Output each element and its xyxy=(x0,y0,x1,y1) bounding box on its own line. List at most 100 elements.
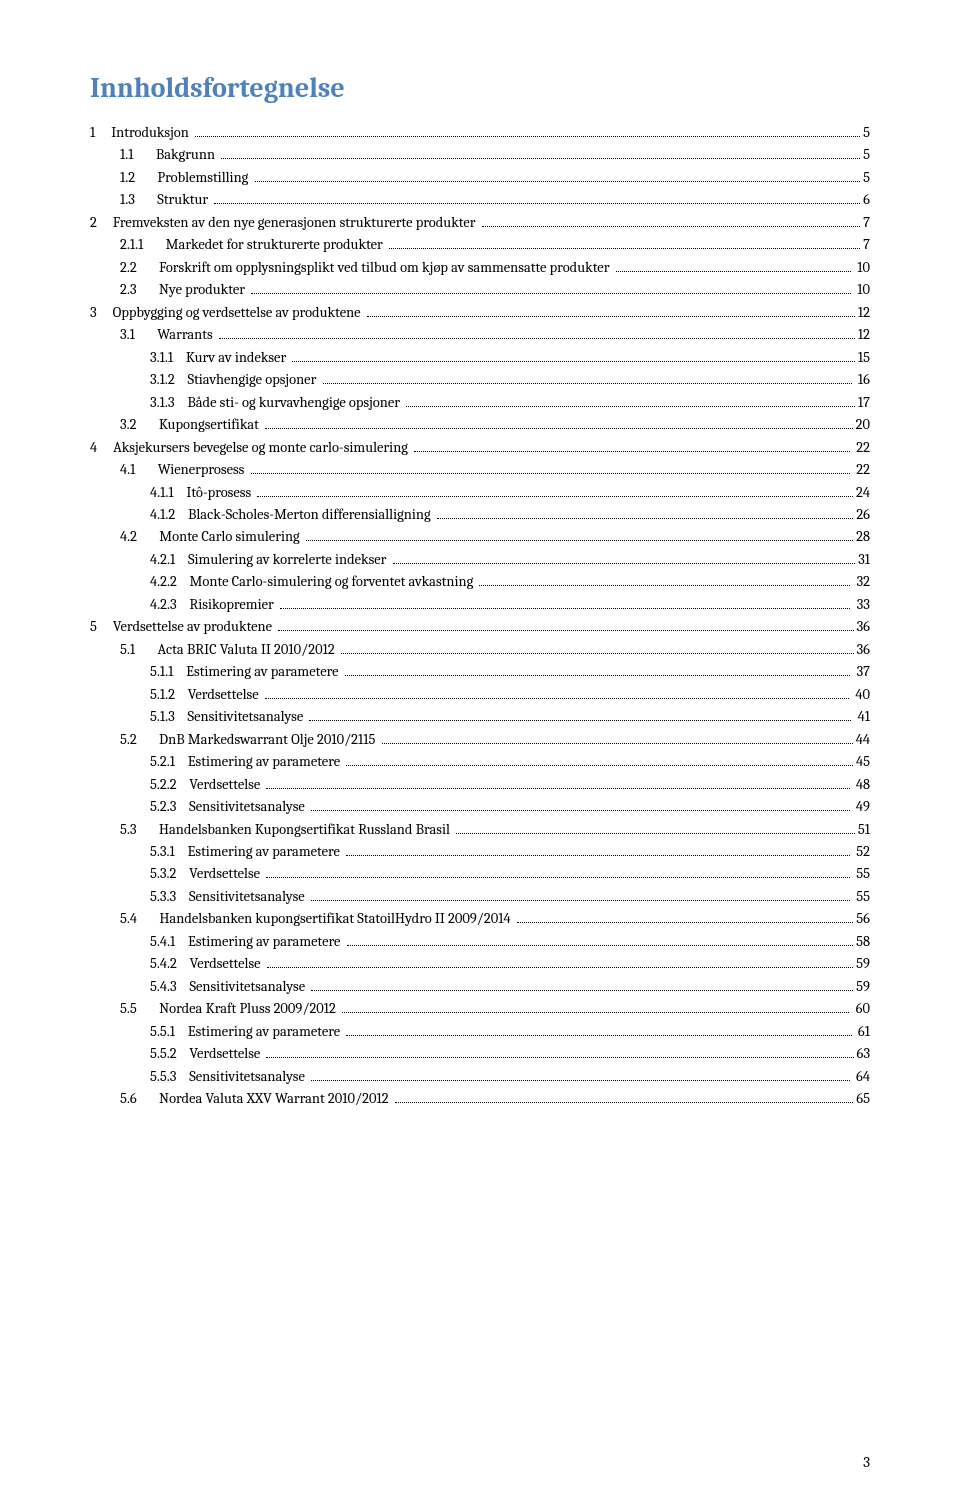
toc-entry: 5.4 Handelsbanken kupongsertifikat Stato… xyxy=(90,908,870,930)
toc-entry-page: 33 xyxy=(853,594,870,616)
toc-leader-dots xyxy=(311,990,853,991)
toc-leader-dots xyxy=(345,675,851,676)
toc-leader-dots xyxy=(219,338,855,339)
toc-entry: 3.1 Warrants 12 xyxy=(90,324,870,346)
toc-leader-dots xyxy=(280,608,851,609)
toc-entry: 4.2.3 Risikopremier 33 xyxy=(90,594,870,616)
toc-entry: 4 Aksjekursers bevegelse og monte carlo-… xyxy=(90,437,870,459)
document-page: Innholdsfortegnelse 1 Introduksjon 51.1 … xyxy=(0,0,960,1511)
toc-entry-label: 5.2 DnB Markedswarrant Olje 2010/2115 xyxy=(120,729,379,751)
toc-entry-page: 12 xyxy=(858,324,870,346)
toc-entry: 4.2.1 Simulering av korrelerte indekser … xyxy=(90,549,870,571)
toc-entry-label: 5.3.1 Estimering av parametere xyxy=(150,841,343,863)
toc-leader-dots xyxy=(221,158,860,159)
toc-leader-dots xyxy=(406,406,855,407)
page-title: Innholdsfortegnelse xyxy=(90,72,870,104)
toc-entry-page: 58 xyxy=(856,931,870,953)
toc-entry-label: 4.2.2 Monte Carlo-simulering og forvente… xyxy=(150,571,476,593)
toc-leader-dots xyxy=(482,226,860,227)
toc-entry-page: 41 xyxy=(854,706,870,728)
toc-entry-label: 5.4.3 Sensitivitetsanalyse xyxy=(150,976,308,998)
toc-entry-label: 1.1 Bakgrunn xyxy=(120,144,218,166)
toc-entry: 4.2.2 Monte Carlo-simulering og forvente… xyxy=(90,571,870,593)
toc-entry: 5 Verdsettelse av produktene 36 xyxy=(90,616,870,638)
page-number: 3 xyxy=(863,1453,870,1471)
table-of-contents: 1 Introduksjon 51.1 Bakgrunn 51.2 Proble… xyxy=(90,122,870,1111)
toc-entry-label: 5.5.3 Sensitivitetsanalyse xyxy=(150,1066,308,1088)
toc-entry-page: 12 xyxy=(858,302,870,324)
toc-entry-label: 5.1.1 Estimering av parametere xyxy=(150,661,342,683)
toc-entry: 5.2.1 Estimering av parametere 45 xyxy=(90,751,870,773)
toc-leader-dots xyxy=(251,473,851,474)
toc-entry-page: 5 xyxy=(863,122,870,144)
toc-entry: 1.1 Bakgrunn 5 xyxy=(90,144,870,166)
toc-leader-dots xyxy=(393,563,855,564)
toc-entry-label: 3.1.1 Kurv av indekser xyxy=(150,347,289,369)
toc-entry-label: 5.5.1 Estimering av parametere xyxy=(150,1021,343,1043)
toc-entry-label: 3.2 Kupongsertifikat xyxy=(120,414,262,436)
toc-entry: 5.2 DnB Markedswarrant Olje 2010/2115 44 xyxy=(90,729,870,751)
toc-entry: 5.1.2 Verdsettelse 40 xyxy=(90,684,870,706)
toc-entry-label: 5.2.3 Sensitivitetsanalyse xyxy=(150,796,308,818)
toc-entry: 5.3 Handelsbanken Kupongsertifikat Russl… xyxy=(90,819,870,841)
toc-leader-dots xyxy=(195,136,860,137)
toc-entry-label: 3.1.3 Både sti- og kurvavhengige opsjone… xyxy=(150,392,403,414)
toc-entry-page: 7 xyxy=(863,212,870,234)
toc-entry: 1.2 Problemstilling 5 xyxy=(90,167,870,189)
toc-entry: 2.2 Forskrift om opplysningsplikt ved ti… xyxy=(90,257,870,279)
toc-entry-page: 55 xyxy=(853,886,870,908)
toc-leader-dots xyxy=(323,383,852,384)
toc-entry-page: 60 xyxy=(852,998,870,1020)
toc-entry-page: 52 xyxy=(853,841,870,863)
toc-entry-label: 5.4.2 Verdsettelse xyxy=(150,953,264,975)
toc-entry-label: 5.2.2 Verdsettelse xyxy=(150,774,263,796)
toc-entry-label: 3 Oppbygging og verdsettelse av produkte… xyxy=(90,302,364,324)
toc-leader-dots xyxy=(456,833,855,834)
toc-entry-page: 37 xyxy=(853,661,870,683)
toc-leader-dots xyxy=(266,1057,853,1058)
toc-leader-dots xyxy=(341,653,854,654)
toc-entry: 5.4.3 Sensitivitetsanalyse 59 xyxy=(90,976,870,998)
toc-entry-label: 5.4.1 Estimering av parametere xyxy=(150,931,344,953)
toc-leader-dots xyxy=(265,698,849,699)
toc-entry-page: 59 xyxy=(856,953,870,975)
toc-entry: 4.1 Wienerprosess 22 xyxy=(90,459,870,481)
toc-entry-label: 4.1.1 Itô-prosess xyxy=(150,482,254,504)
toc-leader-dots xyxy=(346,1035,851,1036)
toc-entry-label: 5.6 Nordea Valuta XXV Warrant 2010/2012 xyxy=(120,1088,392,1110)
toc-entry-page: 31 xyxy=(858,549,870,571)
toc-entry-label: 2.2 Forskrift om opplysningsplikt ved ti… xyxy=(120,257,613,279)
toc-leader-dots xyxy=(367,316,855,317)
toc-entry-page: 17 xyxy=(858,392,870,414)
toc-leader-dots xyxy=(346,855,850,856)
toc-entry-page: 40 xyxy=(852,684,870,706)
toc-entry-page: 22 xyxy=(853,437,870,459)
toc-entry: 3 Oppbygging og verdsettelse av produkte… xyxy=(90,302,870,324)
toc-entry-label: 1.3 Struktur xyxy=(120,189,211,211)
toc-leader-dots xyxy=(267,967,853,968)
toc-entry: 5.5 Nordea Kraft Pluss 2009/2012 60 xyxy=(90,998,870,1020)
toc-leader-dots xyxy=(255,181,861,182)
toc-entry-page: 36 xyxy=(857,616,871,638)
toc-entry-label: 3.1 Warrants xyxy=(120,324,216,346)
toc-entry-page: 63 xyxy=(857,1043,871,1065)
toc-leader-dots xyxy=(616,271,851,272)
toc-leader-dots xyxy=(479,585,850,586)
toc-entry: 5.3.3 Sensitivitetsanalyse 55 xyxy=(90,886,870,908)
toc-entry-label: 4.2.1 Simulering av korrelerte indekser xyxy=(150,549,390,571)
toc-entry-label: 4.2 Monte Carlo simulering xyxy=(120,526,303,548)
toc-entry-page: 59 xyxy=(856,976,870,998)
toc-leader-dots xyxy=(265,428,853,429)
toc-entry-label: 4 Aksjekursers bevegelse og monte carlo-… xyxy=(90,437,411,459)
toc-leader-dots xyxy=(251,293,851,294)
toc-entry: 4.1.2 Black-Scholes-Merton differensiall… xyxy=(90,504,870,526)
toc-entry-label: 5.1.3 Sensitivitetsanalyse xyxy=(150,706,306,728)
toc-entry: 5.1 Acta BRIC Valuta II 2010/2012 36 xyxy=(90,639,870,661)
toc-leader-dots xyxy=(395,1102,854,1103)
toc-leader-dots xyxy=(257,496,853,497)
toc-entry-page: 10 xyxy=(854,257,870,279)
toc-leader-dots xyxy=(342,1012,849,1013)
toc-entry: 2 Fremveksten av den nye generasjonen st… xyxy=(90,212,870,234)
toc-entry-label: 5.5.2 Verdsettelse xyxy=(150,1043,263,1065)
toc-entry: 3.2 Kupongsertifikat 20 xyxy=(90,414,870,436)
